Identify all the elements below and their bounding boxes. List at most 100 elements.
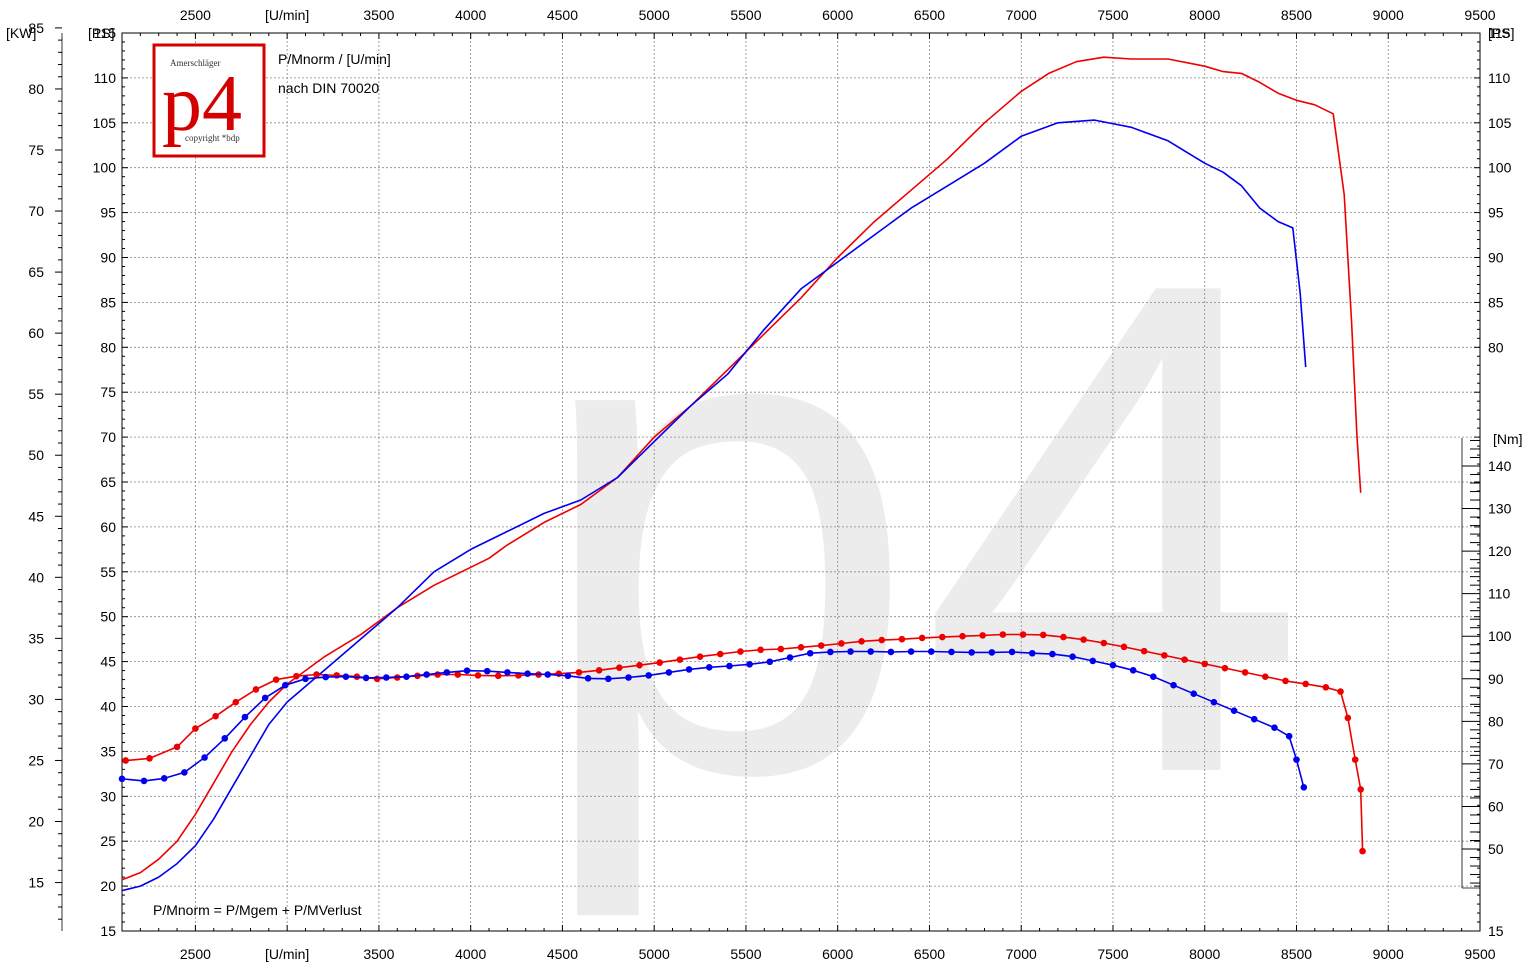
norm-label: nach DIN 70020 <box>278 80 379 96</box>
ps-tick-label-right: 115 <box>1488 25 1511 41</box>
nm-axis: [Nm] 50 60 70 80 90 100 110 120 130 140 <box>1461 431 1523 889</box>
torque-point <box>282 681 289 689</box>
ps-tick-label-right: 110 <box>1488 70 1511 86</box>
torque-point <box>1028 649 1036 657</box>
torque-point <box>1201 660 1209 668</box>
x-tick-label-bottom: 5000 <box>639 946 670 962</box>
nm-tick-label: 140 <box>1488 458 1512 474</box>
x-tick-label-top: 6500 <box>914 7 945 23</box>
x-tick-label-bottom: 5500 <box>730 946 761 962</box>
nm-tick-label: 120 <box>1488 543 1512 559</box>
torque-point <box>1190 690 1198 697</box>
torque-point <box>959 632 966 640</box>
torque-point <box>173 743 181 751</box>
ps-tick-label-left: 110 <box>94 70 117 86</box>
torque-point <box>1161 652 1168 659</box>
x-tick-label-top: 6000 <box>822 7 853 23</box>
torque-point <box>1322 683 1330 691</box>
torque-point <box>1210 698 1218 706</box>
nm-tick-label: 70 <box>1488 756 1504 772</box>
torque-point <box>737 648 744 655</box>
x-tick-label-bottom: 9000 <box>1373 946 1404 962</box>
kw-tick-label: 70 <box>28 203 44 219</box>
ps-tick-label-right: 105 <box>1488 115 1512 131</box>
torque-point <box>373 675 381 683</box>
kw-tick-label: 40 <box>28 569 44 585</box>
x-tick-label-bottom: [U/min] <box>265 946 309 962</box>
x-tick-label-bottom: 6000 <box>822 946 853 962</box>
ps-tick-label-left: 50 <box>100 609 116 625</box>
torque-point <box>1285 732 1293 740</box>
ps-tick-label-left: 70 <box>100 429 116 445</box>
ps-tick-label-left: 40 <box>100 699 116 715</box>
torque-point <box>605 675 612 683</box>
nm-tick-label: 130 <box>1488 501 1512 517</box>
formula-title: P/Mnorm / [U/min] <box>278 51 391 67</box>
torque-point <box>1337 688 1344 695</box>
ps-tick-label-right: 85 <box>1488 294 1504 310</box>
torque-point <box>564 672 572 680</box>
x-tick-label-top: 7500 <box>1097 7 1128 23</box>
torque-point <box>1271 724 1278 732</box>
torque-point <box>898 635 906 643</box>
kw-tick-label: 15 <box>28 875 44 891</box>
ps-tick-label-left: 45 <box>100 654 116 670</box>
torque-point <box>858 638 865 645</box>
torque-point <box>252 686 260 693</box>
torque-point <box>494 672 502 680</box>
torque-point <box>212 712 219 720</box>
ps-tick-label-left: 115 <box>94 25 117 41</box>
ps-tick-label-left: 90 <box>100 250 116 266</box>
torque-point <box>1293 756 1300 763</box>
x-tick-label-bottom: 6500 <box>914 946 945 962</box>
torque-point <box>827 648 834 656</box>
torque-point <box>483 667 491 675</box>
ps-tick-label-right: 95 <box>1488 205 1504 221</box>
torque-point <box>544 671 552 678</box>
x-tick-label-bottom: 2500 <box>180 946 211 962</box>
ps-tick-label-left: 60 <box>100 519 116 535</box>
torque-point <box>232 698 240 706</box>
torque-point <box>584 675 592 682</box>
torque-point <box>979 632 986 639</box>
torque-point <box>1150 673 1157 680</box>
torque-point <box>948 648 955 656</box>
torque-point <box>1302 680 1309 688</box>
torque-point <box>616 664 623 672</box>
torque-point <box>656 659 663 666</box>
torque-point <box>1357 786 1365 793</box>
torque-point <box>878 636 886 644</box>
torque-point <box>272 676 280 683</box>
torque-point <box>322 673 330 681</box>
torque-point <box>342 673 350 680</box>
torque-point <box>797 643 805 651</box>
ps-tick-label-left: 65 <box>100 474 116 490</box>
x-tick-label-top: 3500 <box>363 7 394 23</box>
kw-tick-label: 75 <box>28 142 44 158</box>
torque-point <box>1351 756 1359 763</box>
torque-point <box>927 648 935 655</box>
torque-point <box>918 634 926 642</box>
torque-point <box>160 775 168 782</box>
torque-point <box>625 674 632 681</box>
watermark-text: p4 <box>530 137 1309 923</box>
ps-tick-label-left: 105 <box>93 115 117 131</box>
torque-point <box>181 769 188 776</box>
ps-tick-label-left: 35 <box>100 743 116 759</box>
equation-label: P/Mnorm = P/Mgem + P/MVerlust <box>153 902 362 918</box>
torque-point <box>1089 657 1097 665</box>
torque-point <box>595 666 603 674</box>
x-tick-label-bottom: 3500 <box>363 946 394 962</box>
torque-point <box>1261 673 1269 680</box>
torque-point <box>777 645 785 653</box>
torque-point <box>988 649 996 656</box>
torque-point <box>887 648 895 656</box>
torque-point <box>786 654 794 661</box>
x-tick-label-top: 4000 <box>455 7 486 23</box>
torque-point <box>636 661 643 669</box>
torque-point <box>434 671 441 678</box>
torque-point <box>1344 714 1352 722</box>
x-tick-label-top: 9500 <box>1464 7 1495 23</box>
torque-point <box>838 640 845 647</box>
